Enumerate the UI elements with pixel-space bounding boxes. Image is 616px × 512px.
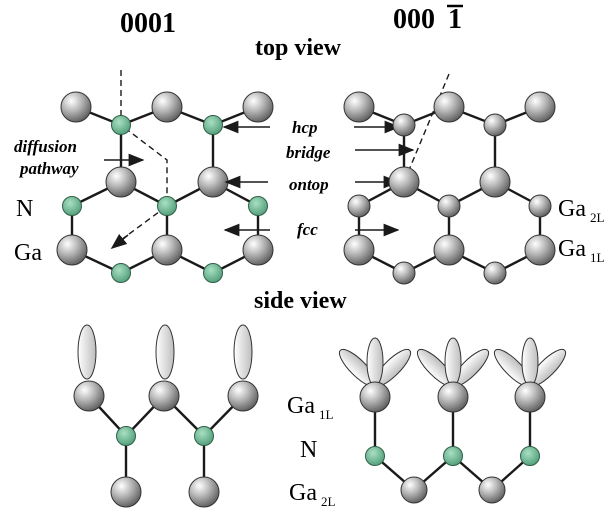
- ga-atom: [242, 91, 274, 123]
- bridge-label: bridge: [286, 143, 331, 162]
- n-atom: [248, 196, 268, 216]
- ga-atom: [105, 166, 137, 198]
- ga-atom: [343, 234, 375, 266]
- ga-atom: [478, 476, 506, 504]
- ga-atom: [343, 91, 375, 123]
- ga-atom: [151, 91, 183, 123]
- dangling-orbital: [444, 337, 462, 387]
- n-atom: [203, 115, 223, 135]
- ga-atom: [227, 380, 259, 412]
- fcc-label: fcc: [297, 220, 318, 239]
- diffusion-label-line1: diffusion: [14, 137, 77, 156]
- top-view-title: top view: [255, 35, 342, 61]
- n-atom: [111, 263, 131, 283]
- dangling-orbital: [155, 324, 175, 380]
- orbital-cluster: [493, 337, 567, 388]
- ga-atom-small: [483, 261, 507, 285]
- side-ga1l-sub: 1L: [319, 407, 334, 422]
- ga-atom: [60, 91, 92, 123]
- label-Ga2L-top: Ga 2L: [558, 196, 605, 225]
- label-Ga2L-side: Ga 2L: [289, 480, 336, 509]
- side-ga2l-sub: 2L: [321, 494, 336, 509]
- ga-atom: [388, 166, 420, 198]
- dangling-orbital: [521, 337, 539, 387]
- ga1l-sub: 1L: [590, 250, 605, 265]
- side-view-title: side view: [254, 288, 347, 314]
- n-atom: [111, 115, 131, 135]
- top-view-right-lattice: [343, 73, 556, 285]
- ga-atom: [437, 381, 469, 413]
- ga-atom: [56, 234, 88, 266]
- ga-atom-small: [392, 113, 416, 137]
- ga1l-base: Ga: [558, 236, 586, 262]
- label-Ga1L-side: Ga 1L: [287, 393, 334, 422]
- n-atom: [157, 196, 177, 216]
- surface-bar-digit: 1: [448, 4, 462, 35]
- ga-atom-small: [483, 113, 507, 137]
- n-atom: [520, 446, 540, 466]
- surface-0001-heading: 0001: [120, 8, 176, 39]
- diffusion-arrowhead: [110, 233, 129, 250]
- ga-atom: [479, 166, 511, 198]
- hcp-label: hcp: [292, 118, 318, 137]
- ga-atom: [514, 381, 546, 413]
- ga-atom: [151, 234, 183, 266]
- ga-atom: [433, 91, 465, 123]
- label-Ga1L-top: Ga 1L: [558, 236, 605, 265]
- ga2l-sub: 2L: [590, 210, 605, 225]
- ga-atom: [110, 476, 142, 508]
- ga-atom: [188, 476, 220, 508]
- ga-atom-small: [392, 261, 416, 285]
- ga2l-base: Ga: [558, 196, 586, 222]
- n-atom: [443, 446, 463, 466]
- dangling-orbital: [366, 337, 384, 387]
- ga-atom: [359, 381, 391, 413]
- ga-atom: [148, 380, 180, 412]
- n-atom: [365, 446, 385, 466]
- label-N-top: N: [16, 196, 33, 222]
- ga-atom: [433, 234, 465, 266]
- surface-000-1bar-heading: 000 1: [393, 4, 463, 35]
- ga-atom: [197, 166, 229, 198]
- ga-atom: [524, 234, 556, 266]
- ga-atom: [73, 380, 105, 412]
- ga-atom-small: [347, 194, 371, 218]
- orbital-cluster: [416, 337, 490, 388]
- n-atom: [62, 196, 82, 216]
- ga-atom-small: [528, 194, 552, 218]
- n-atom: [203, 263, 223, 283]
- ga-atom: [524, 91, 556, 123]
- side-ga1l-base: Ga: [287, 393, 315, 419]
- ga-atom: [242, 234, 274, 266]
- top-view-left-lattice: [56, 70, 274, 283]
- dangling-orbital: [77, 324, 97, 380]
- label-Ga-top: Ga: [14, 240, 42, 266]
- diffusion-label-line2: pathway: [18, 159, 79, 178]
- dangling-orbital: [233, 324, 253, 380]
- ga-atom: [400, 476, 428, 504]
- side-ga2l-base: Ga: [289, 480, 317, 506]
- label-N-side: N: [300, 437, 317, 463]
- side-view-left: [73, 324, 259, 508]
- surface-000-heading: 000: [393, 4, 435, 35]
- n-atom: [116, 426, 136, 446]
- ontop-label: ontop: [289, 175, 329, 194]
- ga-atom-small: [437, 194, 461, 218]
- side-view-right: [338, 337, 567, 504]
- diffusion-path: [120, 70, 168, 241]
- n-atom: [194, 426, 214, 446]
